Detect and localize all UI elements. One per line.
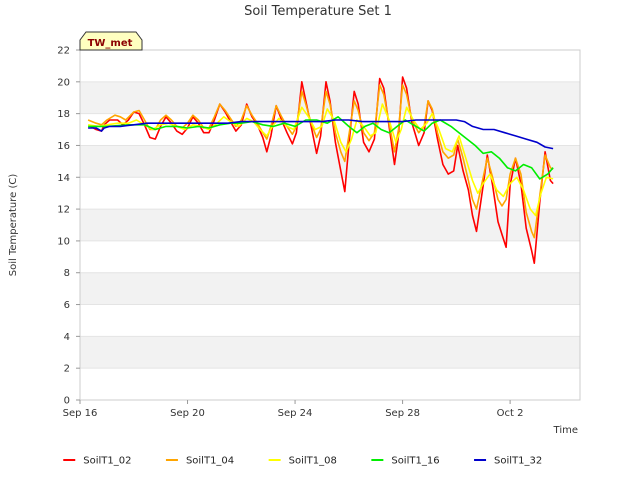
x-tick-label: Oct 2 xyxy=(497,408,524,419)
site-badge: TW_met xyxy=(79,31,143,51)
series-lines xyxy=(87,76,554,264)
y-tick-label: 14 xyxy=(57,173,70,184)
x-tick-label: Sep 24 xyxy=(278,408,313,419)
y-tick-label: 6 xyxy=(64,300,70,311)
grid-band xyxy=(80,336,580,369)
legend-item-soilt1_04: SoilT1_04 xyxy=(165,456,234,467)
y-tick-label: 4 xyxy=(64,332,70,343)
x-axis-ticks: Sep 16 Sep 20 Sep 24 Sep 28 Oct 2 xyxy=(63,400,524,419)
series-line-soilt1_08 xyxy=(87,103,554,217)
grid-band xyxy=(80,145,580,178)
x-tick-label: Sep 16 xyxy=(63,408,98,419)
plot-background-bands xyxy=(80,81,580,369)
grid-band xyxy=(80,272,580,305)
site-badge-shape xyxy=(79,31,143,51)
y-tick-label: 16 xyxy=(57,141,70,152)
x-tick-label: Sep 20 xyxy=(170,408,205,419)
y-tick-label: 0 xyxy=(64,396,70,407)
plot-frame xyxy=(79,49,581,401)
y-tick-label: 18 xyxy=(57,109,70,120)
y-tick-label: 20 xyxy=(57,77,70,88)
site-badge-label: TW_met xyxy=(88,38,133,49)
legend-item-soilt1_08: SoilT1_08 xyxy=(268,456,337,467)
y-tick-label: 10 xyxy=(57,236,70,247)
legend: SoilT1_02 SoilT1_04 SoilT1_08 SoilT1_16 Soil… xyxy=(63,456,542,467)
legend-label: SoilT1_04 xyxy=(186,456,234,467)
legend-label: SoilT1_32 xyxy=(494,456,542,467)
legend-label: SoilT1_16 xyxy=(391,456,439,467)
legend-label: SoilT1_08 xyxy=(289,456,337,467)
legend-item-soilt1_16: SoilT1_16 xyxy=(371,456,440,467)
series-line-soilt1_16 xyxy=(88,116,554,180)
chart-title: Soil Temperature Set 1 xyxy=(244,4,392,19)
y-tick-label: 22 xyxy=(57,46,70,57)
x-tick-label: Sep 28 xyxy=(385,408,420,419)
y-tick-label: 8 xyxy=(64,268,70,279)
y-axis-ticks: 0 2 4 6 8 10 12 14 16 18 20 22 xyxy=(57,46,80,407)
grid-band xyxy=(80,209,580,241)
series-line-soilt1_32 xyxy=(88,119,554,150)
y-tick-label: 12 xyxy=(57,205,70,216)
legend-item-soilt1_32: SoilT1_32 xyxy=(474,456,542,467)
legend-item-soilt1_02: SoilT1_02 xyxy=(63,456,131,467)
y-axis-title: Soil Temperature (C) xyxy=(8,174,19,277)
legend-label: SoilT1_02 xyxy=(83,456,131,467)
y-tick-label: 2 xyxy=(64,364,70,375)
x-axis-title: Time xyxy=(553,425,578,436)
